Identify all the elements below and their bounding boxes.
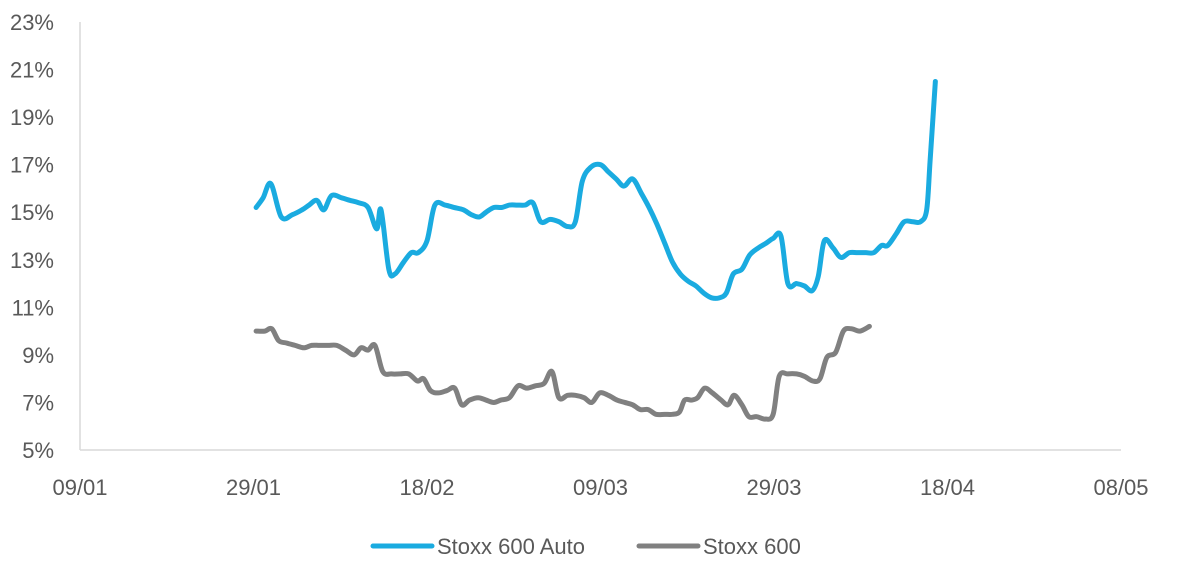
y-tick-label: 11% [12, 295, 54, 320]
series-line-stoxx-600-auto [253, 78, 938, 301]
x-tick-label: 29/03 [746, 475, 801, 500]
x-tick-label: 09/03 [573, 475, 628, 500]
y-axis: 5% 7% 9% 11% 13% 15% 17% 19% 21% 23% [10, 10, 81, 463]
legend-item-stoxx-600-auto: Stoxx 600 Auto [370, 534, 585, 559]
legend-label: Stoxx 600 [703, 534, 801, 559]
x-tick-label: 18/04 [920, 475, 975, 500]
y-tick-label: 19% [10, 105, 54, 130]
series-line-stoxx-600 [253, 323, 872, 422]
legend-label: Stoxx 600 Auto [437, 534, 585, 559]
series-layer [253, 78, 938, 422]
y-tick-label: 5% [22, 438, 54, 463]
x-tick-label: 18/02 [399, 475, 454, 500]
y-tick-label: 21% [10, 58, 54, 83]
y-tick-label: 23% [10, 10, 54, 35]
y-tick-label: 15% [10, 200, 54, 225]
legend-item-stoxx-600: Stoxx 600 [636, 534, 801, 559]
y-tick-label: 7% [22, 390, 54, 415]
x-tick-label: 29/01 [226, 475, 281, 500]
x-axis: 09/01 29/01 18/02 09/03 29/03 18/04 08/05 [52, 449, 1149, 500]
x-tick-label: 08/05 [1093, 475, 1148, 500]
y-tick-label: 9% [22, 343, 54, 368]
legend: Stoxx 600 Auto Stoxx 600 [370, 534, 801, 559]
y-tick-label: 13% [10, 248, 54, 273]
x-tick-label: 09/01 [52, 475, 107, 500]
y-tick-label: 17% [10, 153, 54, 178]
